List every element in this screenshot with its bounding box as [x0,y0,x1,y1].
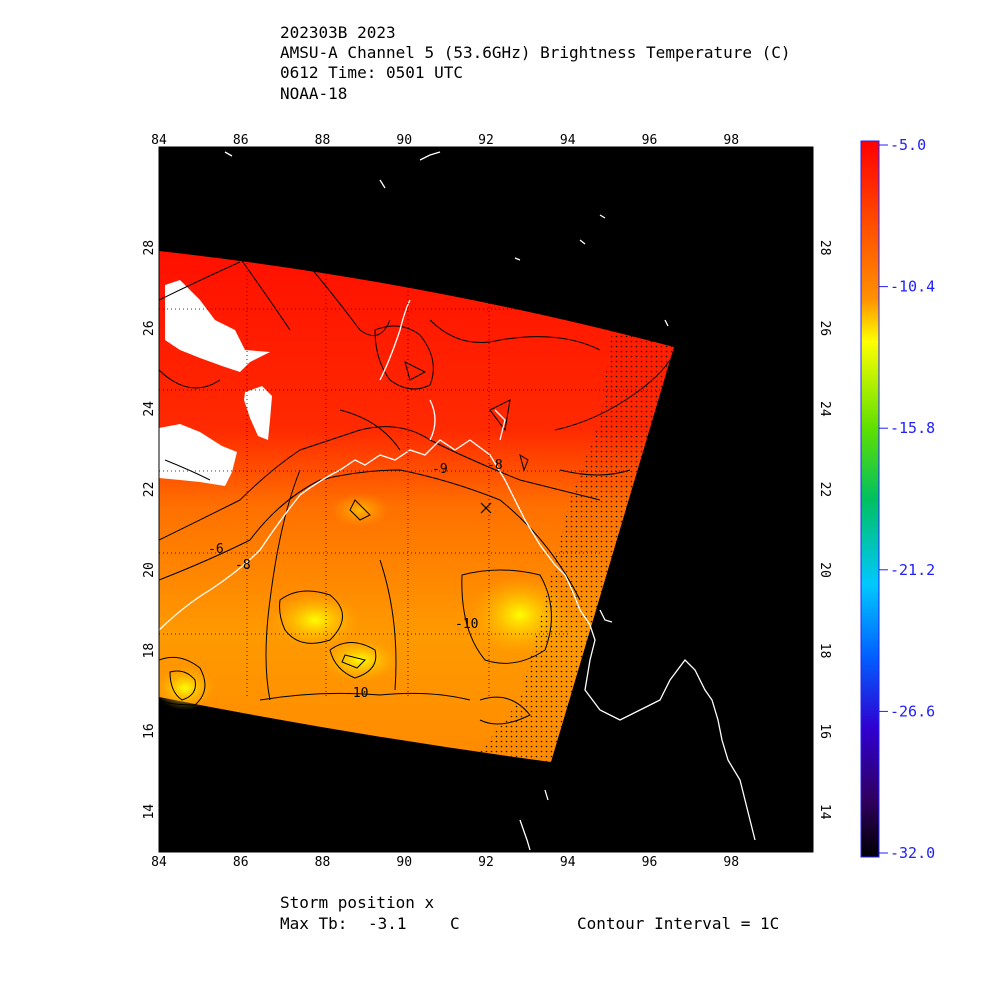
lat-tick-right: 22 [817,482,832,498]
coastline [159,151,756,851]
missing-data-2 [244,386,272,440]
colorbar-tick-label: -26.6 [890,702,935,720]
colorbar-tick-label: -5.0 [890,136,926,154]
colorbar [860,140,880,858]
lon-tick-labels-bottom: 84 86 88 90 92 94 96 98 [151,855,739,870]
lat-tick-left: 16 [142,723,157,739]
colorbar-tick-label: -10.4 [890,278,935,296]
grid [159,251,674,697]
lon-tick-bottom: 96 [642,855,658,870]
lon-tick-top: 96 [642,133,658,148]
lat-tick-left: 20 [142,562,157,578]
max-tb-label: Max Tb: [280,914,348,933]
lat-tick-right: 18 [817,643,832,659]
missing-data-1 [165,280,270,372]
warm-core-1 [270,592,360,648]
lon-tick-top: 84 [151,133,167,148]
storm-position-marker [480,502,492,514]
lon-tick-bottom: 86 [233,855,249,870]
colorbar-tick-label: -15.8 [890,419,935,437]
title-line-1: 202303B 2023 [280,23,396,42]
lat-tick-labels-right: 14 16 18 20 22 24 26 28 [817,240,832,820]
title-line-2: AMSU-A Channel 5 (53.6GHz) Brightness Te… [280,43,791,62]
lat-tick-left: 26 [142,320,157,336]
lon-tick-top: 86 [233,133,249,148]
contour-label-2: -8 [235,558,251,573]
lon-tick-bottom: 90 [396,855,412,870]
lat-tick-left: 28 [142,240,157,256]
warm-core-2 [320,638,400,682]
title-line-4: NOAA-18 [280,84,348,103]
lat-tick-right: 28 [817,240,832,256]
lon-tick-top: 90 [396,133,412,148]
title-line-3: 0612 Time: 0501 UTC [280,63,464,82]
lat-tick-right: 14 [817,804,832,820]
lat-tick-labels-left: 14 16 18 20 22 24 26 28 [142,240,157,820]
contour-label-4: -9 [432,462,448,477]
plot-frame [158,146,814,853]
storm-position-label: Storm position x [280,893,435,912]
lon-tick-top: 88 [315,133,331,148]
warm-core-5 [330,492,390,528]
contour-label-6: -10 [455,617,478,632]
lat-tick-right: 20 [817,562,832,578]
max-tb-value: -3.1 [368,914,407,933]
lat-tick-right: 16 [817,723,832,739]
contour-labels: -6 -8 -8 -9 -10 -10 [208,458,503,701]
colorbar-ticks: -5.0 -10.4 -15.8 -21.2 -26.6 -32.0 [879,136,935,862]
lat-tick-right: 26 [817,320,832,336]
missing-data-3 [159,424,237,486]
lon-tick-bottom: 94 [560,855,576,870]
stipple-region [480,330,674,762]
lon-tick-top: 94 [560,133,576,148]
lat-tick-left: 22 [142,482,157,498]
lon-tick-bottom: 92 [478,855,494,870]
lat-tick-left: 14 [142,804,157,820]
lon-tick-top: 92 [478,133,494,148]
lat-tick-right: 24 [817,401,832,417]
colorbar-tick-label: -32.0 [890,844,935,862]
lon-tick-top: 98 [723,133,739,148]
lon-tick-labels-top: 84 86 88 90 92 94 96 98 [151,133,739,148]
contour-label-3: -8 [487,458,503,473]
lat-tick-left: 18 [142,643,157,659]
contour-label-1: -6 [208,542,224,557]
contour-label-5: -10 [345,686,368,701]
lat-tick-left: 24 [142,401,157,417]
lon-tick-bottom: 84 [151,855,167,870]
lon-tick-bottom: 98 [723,855,739,870]
colorbar-tick-label: -21.2 [890,561,935,579]
contour-interval: Contour Interval = 1C [577,914,780,933]
lon-tick-bottom: 88 [315,855,331,870]
max-tb-unit: C [450,914,460,933]
